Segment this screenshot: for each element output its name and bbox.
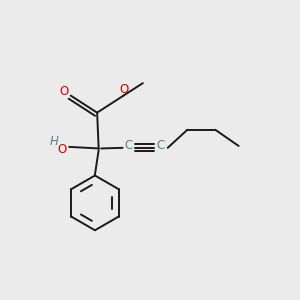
Text: H: H <box>50 135 58 148</box>
Text: O: O <box>58 143 67 156</box>
Text: C: C <box>124 139 132 152</box>
Text: O: O <box>119 83 128 96</box>
Text: C: C <box>157 139 165 152</box>
Text: O: O <box>59 85 68 98</box>
